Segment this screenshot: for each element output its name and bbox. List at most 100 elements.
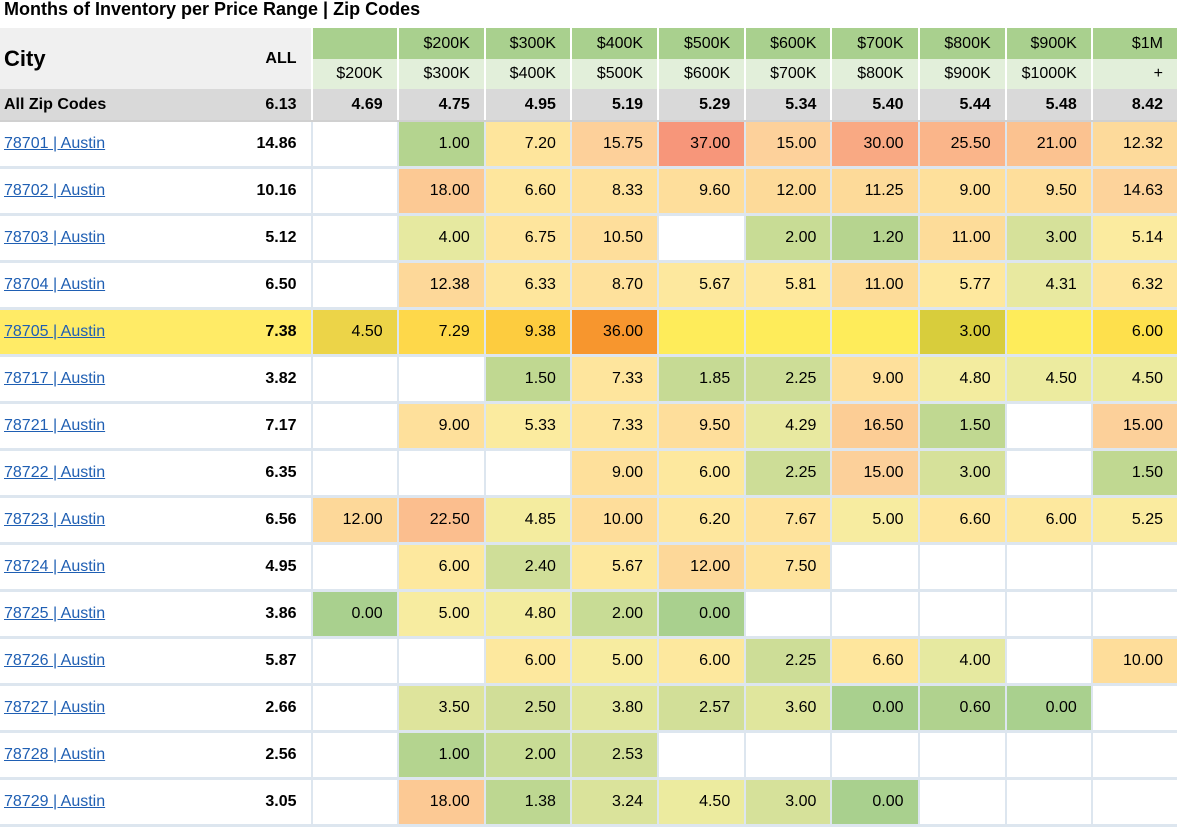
- range-value-cell: 2.25: [744, 637, 832, 686]
- range-value-cell: 12.38: [396, 261, 485, 310]
- range-value-cell: 5.33: [483, 402, 571, 451]
- zip-code-link[interactable]: 78725 | Austin: [4, 605, 106, 622]
- zip-code-link[interactable]: 78705 | Austin: [4, 323, 106, 340]
- range-value-cell: 7.33: [569, 355, 659, 404]
- range-value-cell: 12.00: [310, 496, 398, 545]
- range-value-cell: 1.00: [396, 731, 485, 780]
- all-value-cell: 3.82: [218, 355, 312, 404]
- range-value-cell: 4.50: [657, 778, 746, 827]
- range-value-cell: [1004, 543, 1092, 592]
- summary-row: All Zip Codes 6.13 4.69 4.75 4.95 5.19 5…: [0, 89, 1177, 122]
- zip-code-link[interactable]: 78728 | Austin: [4, 746, 106, 763]
- range-header-top: $800K: [917, 28, 1006, 59]
- range-value-cell: [830, 543, 919, 592]
- range-value-cell: [310, 355, 398, 404]
- zip-code-link[interactable]: 78729 | Austin: [4, 793, 106, 810]
- range-value-cell: [1004, 637, 1092, 686]
- range-value-cell: 9.00: [917, 167, 1006, 216]
- range-value-cell: [657, 308, 746, 357]
- range-value-cell: 3.00: [917, 308, 1006, 357]
- city-cell: 78704 | Austin: [0, 261, 219, 310]
- range-header-bottom: $300K: [396, 59, 485, 89]
- range-value-cell: [310, 214, 398, 263]
- range-value-cell: 2.25: [744, 449, 832, 498]
- range-value-cell: 6.75: [483, 214, 571, 263]
- zip-code-link[interactable]: 78703 | Austin: [4, 229, 106, 246]
- zip-code-link[interactable]: 78726 | Austin: [4, 652, 106, 669]
- range-header-top: $900K: [1004, 28, 1092, 59]
- table-row: 78721 | Austin 7.17 9.00 5.33 7.33 9.50 4.29 16…: [0, 402, 1177, 451]
- all-value-cell: 6.50: [218, 261, 312, 310]
- range-value-cell: 6.20: [657, 496, 746, 545]
- range-header-bottom: $1000K: [1004, 59, 1092, 89]
- range-value-cell: [310, 449, 398, 498]
- range-value-cell: 6.60: [830, 637, 919, 686]
- range-header-top: $300K: [483, 28, 571, 59]
- range-value-cell: 5.67: [657, 261, 746, 310]
- city-cell: 78725 | Austin: [0, 590, 219, 639]
- range-value-cell: 6.00: [483, 637, 571, 686]
- range-value-cell: 9.38: [483, 308, 571, 357]
- table-row: 78703 | Austin 5.12 4.00 6.75 10.50 2.00 1.20 1…: [0, 214, 1177, 263]
- range-value-cell: 11.00: [830, 261, 919, 310]
- range-value-cell: 5.00: [569, 637, 659, 686]
- range-value-cell: 12.00: [657, 543, 746, 592]
- range-value-cell: 11.25: [830, 167, 919, 216]
- range-value-cell: [396, 355, 485, 404]
- range-value-cell: [1090, 590, 1177, 639]
- city-cell: 78728 | Austin: [0, 731, 219, 780]
- range-value-cell: 4.50: [310, 308, 398, 357]
- range-value-cell: 3.00: [917, 449, 1006, 498]
- zip-code-link[interactable]: 78717 | Austin: [4, 370, 106, 387]
- all-value-cell: 3.05: [218, 778, 312, 827]
- range-value-cell: [310, 543, 398, 592]
- summary-value: 5.29: [657, 89, 746, 122]
- table-row: 78725 | Austin 3.86 0.00 5.00 4.80 2.00 0.00: [0, 590, 1177, 639]
- zip-code-link[interactable]: 78704 | Austin: [4, 276, 106, 293]
- range-value-cell: 2.00: [744, 214, 832, 263]
- range-value-cell: 1.50: [1090, 449, 1177, 498]
- summary-value: 5.40: [830, 89, 919, 122]
- range-value-cell: 1.38: [483, 778, 571, 827]
- range-header-bottom: $400K: [483, 59, 571, 89]
- city-cell: 78717 | Austin: [0, 355, 219, 404]
- range-value-cell: 2.57: [657, 684, 746, 733]
- range-value-cell: 36.00: [569, 308, 659, 357]
- zip-code-link[interactable]: 78722 | Austin: [4, 464, 106, 481]
- range-value-cell: 9.50: [657, 402, 746, 451]
- zip-code-link[interactable]: 78727 | Austin: [4, 699, 106, 716]
- range-value-cell: [917, 778, 1006, 827]
- range-value-cell: 3.60: [744, 684, 832, 733]
- range-value-cell: [396, 449, 485, 498]
- zip-code-link[interactable]: 78701 | Austin: [4, 135, 106, 152]
- zip-code-link[interactable]: 78702 | Austin: [4, 182, 106, 199]
- range-value-cell: 5.00: [830, 496, 919, 545]
- range-value-cell: [1090, 731, 1177, 780]
- zip-code-link[interactable]: 78724 | Austin: [4, 558, 106, 575]
- all-value-cell: 7.17: [218, 402, 312, 451]
- city-cell: 78701 | Austin: [0, 121, 219, 169]
- zip-code-link[interactable]: 78721 | Austin: [4, 417, 106, 434]
- table-row: 78717 | Austin 3.82 1.50 7.33 1.85 2.25 9.00 4.…: [0, 355, 1177, 404]
- range-value-cell: 5.14: [1090, 214, 1177, 263]
- range-value-cell: 7.29: [396, 308, 485, 357]
- range-value-cell: 2.00: [483, 731, 571, 780]
- summary-value: 8.42: [1090, 89, 1177, 122]
- city-cell: 78729 | Austin: [0, 778, 219, 827]
- summary-value: 5.48: [1004, 89, 1092, 122]
- range-header-top: $600K: [744, 28, 832, 59]
- table-row: 78702 | Austin 10.16 18.00 6.60 8.33 9.60 12.0…: [0, 167, 1177, 216]
- range-value-cell: 9.00: [396, 402, 485, 451]
- zip-code-link[interactable]: 78723 | Austin: [4, 511, 106, 528]
- range-value-cell: 11.00: [917, 214, 1006, 263]
- table-row: 78727 | Austin 2.66 3.50 2.50 3.80 2.57 3.60 0.…: [0, 684, 1177, 733]
- range-value-cell: 10.50: [569, 214, 659, 263]
- all-value-cell: 14.86: [218, 121, 312, 169]
- range-value-cell: 4.50: [1004, 355, 1092, 404]
- range-value-cell: 0.00: [830, 778, 919, 827]
- range-value-cell: [830, 308, 919, 357]
- range-value-cell: [310, 402, 398, 451]
- range-value-cell: 3.80: [569, 684, 659, 733]
- city-cell: 78705 | Austin: [0, 308, 219, 357]
- range-value-cell: 4.31: [1004, 261, 1092, 310]
